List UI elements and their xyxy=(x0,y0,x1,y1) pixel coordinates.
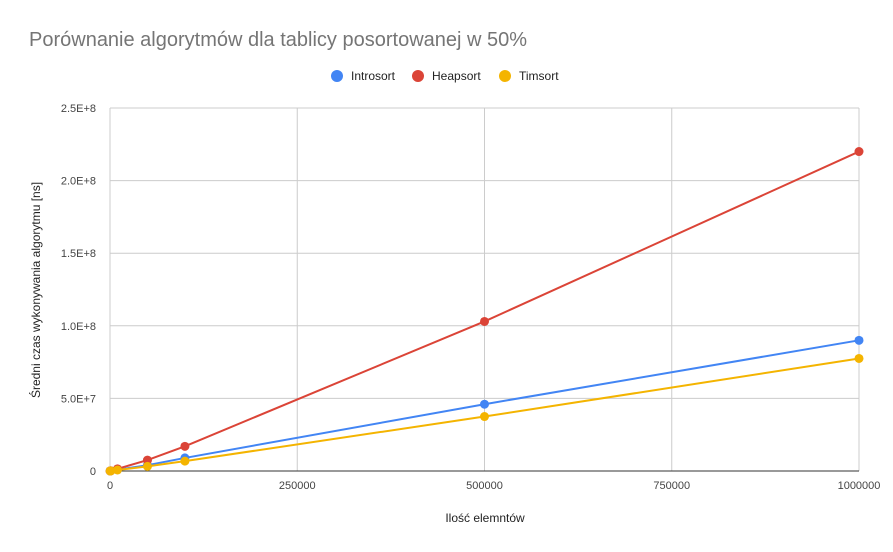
x-tick-label: 500000 xyxy=(466,480,503,492)
legend-marker xyxy=(331,70,343,82)
x-tick-label: 1000000 xyxy=(838,480,881,492)
y-tick-label: 2.5E+8 xyxy=(61,103,96,115)
data-point xyxy=(480,399,489,409)
data-point xyxy=(480,316,489,326)
legend-marker xyxy=(412,70,424,82)
x-tick-label: 250000 xyxy=(279,480,316,492)
data-point xyxy=(180,441,190,451)
data-point xyxy=(854,353,864,363)
data-point xyxy=(854,147,864,157)
legend-label: Heapsort xyxy=(432,69,481,83)
legend-label: Timsort xyxy=(519,69,559,83)
legend-item: Timsort xyxy=(499,69,559,83)
legend-item: Introsort xyxy=(331,69,396,83)
series-timsort xyxy=(105,353,864,476)
y-tick-label: 1.0E+8 xyxy=(61,321,96,333)
axes: 0 5.0E+7 1.0E+8 1.5E+8 2.0E+8 2.5E+8 0 250000 50… xyxy=(61,103,881,492)
legend-marker xyxy=(499,70,511,82)
x-tick-label: 0 xyxy=(107,480,113,492)
data-point xyxy=(106,466,116,476)
x-axis-label: Ilość elemntów xyxy=(445,511,525,525)
data-point xyxy=(112,465,122,475)
y-tick-label: 1.5E+8 xyxy=(61,248,96,260)
y-tick-label: 2.0E+8 xyxy=(61,176,96,188)
data-point xyxy=(180,456,190,466)
data-point xyxy=(142,455,152,465)
data-point xyxy=(142,461,152,471)
legend-item: Heapsort xyxy=(412,69,481,83)
y-tick-label: 5.0E+7 xyxy=(61,393,96,405)
series xyxy=(105,147,864,476)
legend-label: Introsort xyxy=(351,69,396,83)
x-tick-label: 750000 xyxy=(653,480,690,492)
data-point xyxy=(854,335,864,345)
y-tick-label: 0 xyxy=(90,466,96,478)
legend: Introsort Heapsort Timsort xyxy=(331,69,559,83)
chart-title: Porównanie algorytmów dla tablicy posort… xyxy=(29,29,528,51)
y-axis-label: Średni czas wykonywania algorytmu [ns] xyxy=(28,182,43,398)
data-point xyxy=(480,412,489,422)
